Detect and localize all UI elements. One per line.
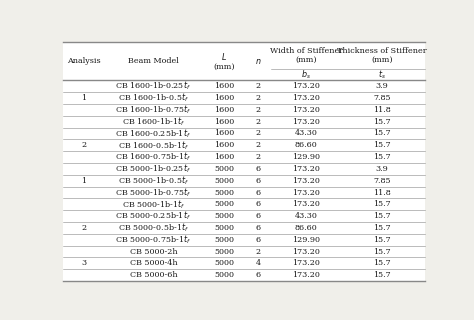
Text: 2: 2 — [82, 141, 86, 149]
Text: 6: 6 — [256, 165, 261, 173]
Text: 2: 2 — [256, 106, 261, 114]
Text: 1600: 1600 — [214, 118, 234, 126]
Text: 3.9: 3.9 — [376, 82, 388, 90]
Text: 11.8: 11.8 — [373, 106, 391, 114]
Text: 1600: 1600 — [214, 153, 234, 161]
Text: CB 1600-1b-0.25$t_f$: CB 1600-1b-0.25$t_f$ — [116, 80, 191, 92]
Text: 15.7: 15.7 — [373, 248, 391, 256]
Text: 173.20: 173.20 — [292, 188, 320, 196]
Text: CB 5000-1b-0.25$t_f$: CB 5000-1b-0.25$t_f$ — [116, 163, 191, 175]
Text: $b_s$: $b_s$ — [301, 68, 311, 81]
Text: Width of Stiffener
(mm): Width of Stiffener (mm) — [270, 47, 343, 64]
Text: 1: 1 — [82, 94, 86, 102]
Text: 173.20: 173.20 — [292, 260, 320, 268]
Text: CB 5000-6h: CB 5000-6h — [129, 271, 177, 279]
Text: 15.7: 15.7 — [373, 153, 391, 161]
Text: CB 5000-0.25b-1$t_f$: CB 5000-0.25b-1$t_f$ — [116, 210, 191, 222]
Text: CB 5000-1b-0.75$t_f$: CB 5000-1b-0.75$t_f$ — [115, 186, 191, 199]
Text: $t_s$: $t_s$ — [378, 68, 386, 81]
Text: 4: 4 — [256, 260, 261, 268]
Text: CB 5000-0.75b-1$t_f$: CB 5000-0.75b-1$t_f$ — [115, 234, 191, 246]
Text: 86.60: 86.60 — [295, 224, 318, 232]
Text: 173.20: 173.20 — [292, 165, 320, 173]
Text: 2: 2 — [256, 82, 261, 90]
Text: 1600: 1600 — [214, 106, 234, 114]
Text: 5000: 5000 — [214, 177, 234, 185]
Text: 2: 2 — [256, 153, 261, 161]
Text: 5000: 5000 — [214, 200, 234, 208]
Text: CB 1600-0.25b-1$t_f$: CB 1600-0.25b-1$t_f$ — [116, 127, 191, 140]
Text: CB 1600-1b-0.75$t_f$: CB 1600-1b-0.75$t_f$ — [115, 104, 191, 116]
Text: Beam Model: Beam Model — [128, 57, 179, 65]
Text: Analysis: Analysis — [67, 57, 100, 65]
Text: Thickness of Stiffener
(mm): Thickness of Stiffener (mm) — [337, 47, 427, 64]
Text: 3.9: 3.9 — [376, 165, 388, 173]
Text: 5000: 5000 — [214, 236, 234, 244]
Text: 11.8: 11.8 — [373, 188, 391, 196]
Text: 15.7: 15.7 — [373, 200, 391, 208]
Text: $L$
(mm): $L$ (mm) — [213, 51, 235, 71]
Text: 86.60: 86.60 — [295, 141, 318, 149]
Text: 5000: 5000 — [214, 248, 234, 256]
Text: 5000: 5000 — [214, 165, 234, 173]
Text: 2: 2 — [256, 141, 261, 149]
Text: 15.7: 15.7 — [373, 260, 391, 268]
Text: 43.30: 43.30 — [295, 212, 318, 220]
Text: 15.7: 15.7 — [373, 118, 391, 126]
Text: $n$: $n$ — [255, 57, 262, 66]
Text: 2: 2 — [256, 130, 261, 138]
Text: CB 1600-1b-1$t_f$: CB 1600-1b-1$t_f$ — [122, 116, 185, 128]
Text: 1: 1 — [82, 177, 86, 185]
Text: 15.7: 15.7 — [373, 212, 391, 220]
Text: 5000: 5000 — [214, 188, 234, 196]
Text: 129.90: 129.90 — [292, 236, 320, 244]
Text: 6: 6 — [256, 224, 261, 232]
Text: 15.7: 15.7 — [373, 236, 391, 244]
Text: 6: 6 — [256, 271, 261, 279]
Text: CB 5000-4h: CB 5000-4h — [129, 260, 177, 268]
Text: 1600: 1600 — [214, 94, 234, 102]
Text: 5000: 5000 — [214, 260, 234, 268]
Text: 5000: 5000 — [214, 271, 234, 279]
Text: 173.20: 173.20 — [292, 82, 320, 90]
Text: 15.7: 15.7 — [373, 271, 391, 279]
Text: 2: 2 — [256, 118, 261, 126]
Text: 2: 2 — [82, 224, 86, 232]
Text: 173.20: 173.20 — [292, 94, 320, 102]
Text: 7.85: 7.85 — [374, 94, 391, 102]
Text: 6: 6 — [256, 188, 261, 196]
Text: 3: 3 — [82, 260, 86, 268]
Text: CB 1600-0.75b-1$t_f$: CB 1600-0.75b-1$t_f$ — [115, 151, 191, 163]
Text: 15.7: 15.7 — [373, 141, 391, 149]
Text: CB 5000-1b-0.5$t_f$: CB 5000-1b-0.5$t_f$ — [118, 174, 189, 187]
Text: 1600: 1600 — [214, 130, 234, 138]
Text: 5000: 5000 — [214, 224, 234, 232]
Text: 6: 6 — [256, 200, 261, 208]
Text: 173.20: 173.20 — [292, 248, 320, 256]
Text: 1600: 1600 — [214, 141, 234, 149]
Text: 6: 6 — [256, 177, 261, 185]
Text: 5000: 5000 — [214, 212, 234, 220]
Text: 2: 2 — [256, 248, 261, 256]
Text: 2: 2 — [256, 94, 261, 102]
Text: 1600: 1600 — [214, 82, 234, 90]
Text: 173.20: 173.20 — [292, 271, 320, 279]
Text: 129.90: 129.90 — [292, 153, 320, 161]
Text: 173.20: 173.20 — [292, 200, 320, 208]
Text: 7.85: 7.85 — [374, 177, 391, 185]
Text: CB 5000-2h: CB 5000-2h — [129, 248, 177, 256]
Text: 43.30: 43.30 — [295, 130, 318, 138]
Text: 173.20: 173.20 — [292, 118, 320, 126]
Text: 15.7: 15.7 — [373, 130, 391, 138]
Text: CB 1600-1b-0.5$t_f$: CB 1600-1b-0.5$t_f$ — [118, 92, 189, 104]
Text: CB 5000-0.5b-1$t_f$: CB 5000-0.5b-1$t_f$ — [118, 222, 189, 234]
Text: 6: 6 — [256, 236, 261, 244]
Text: 15.7: 15.7 — [373, 224, 391, 232]
Text: 6: 6 — [256, 212, 261, 220]
Text: CB 1600-0.5b-1$t_f$: CB 1600-0.5b-1$t_f$ — [118, 139, 189, 151]
Text: 173.20: 173.20 — [292, 177, 320, 185]
Text: CB 5000-1b-1$t_f$: CB 5000-1b-1$t_f$ — [122, 198, 185, 211]
Text: 173.20: 173.20 — [292, 106, 320, 114]
